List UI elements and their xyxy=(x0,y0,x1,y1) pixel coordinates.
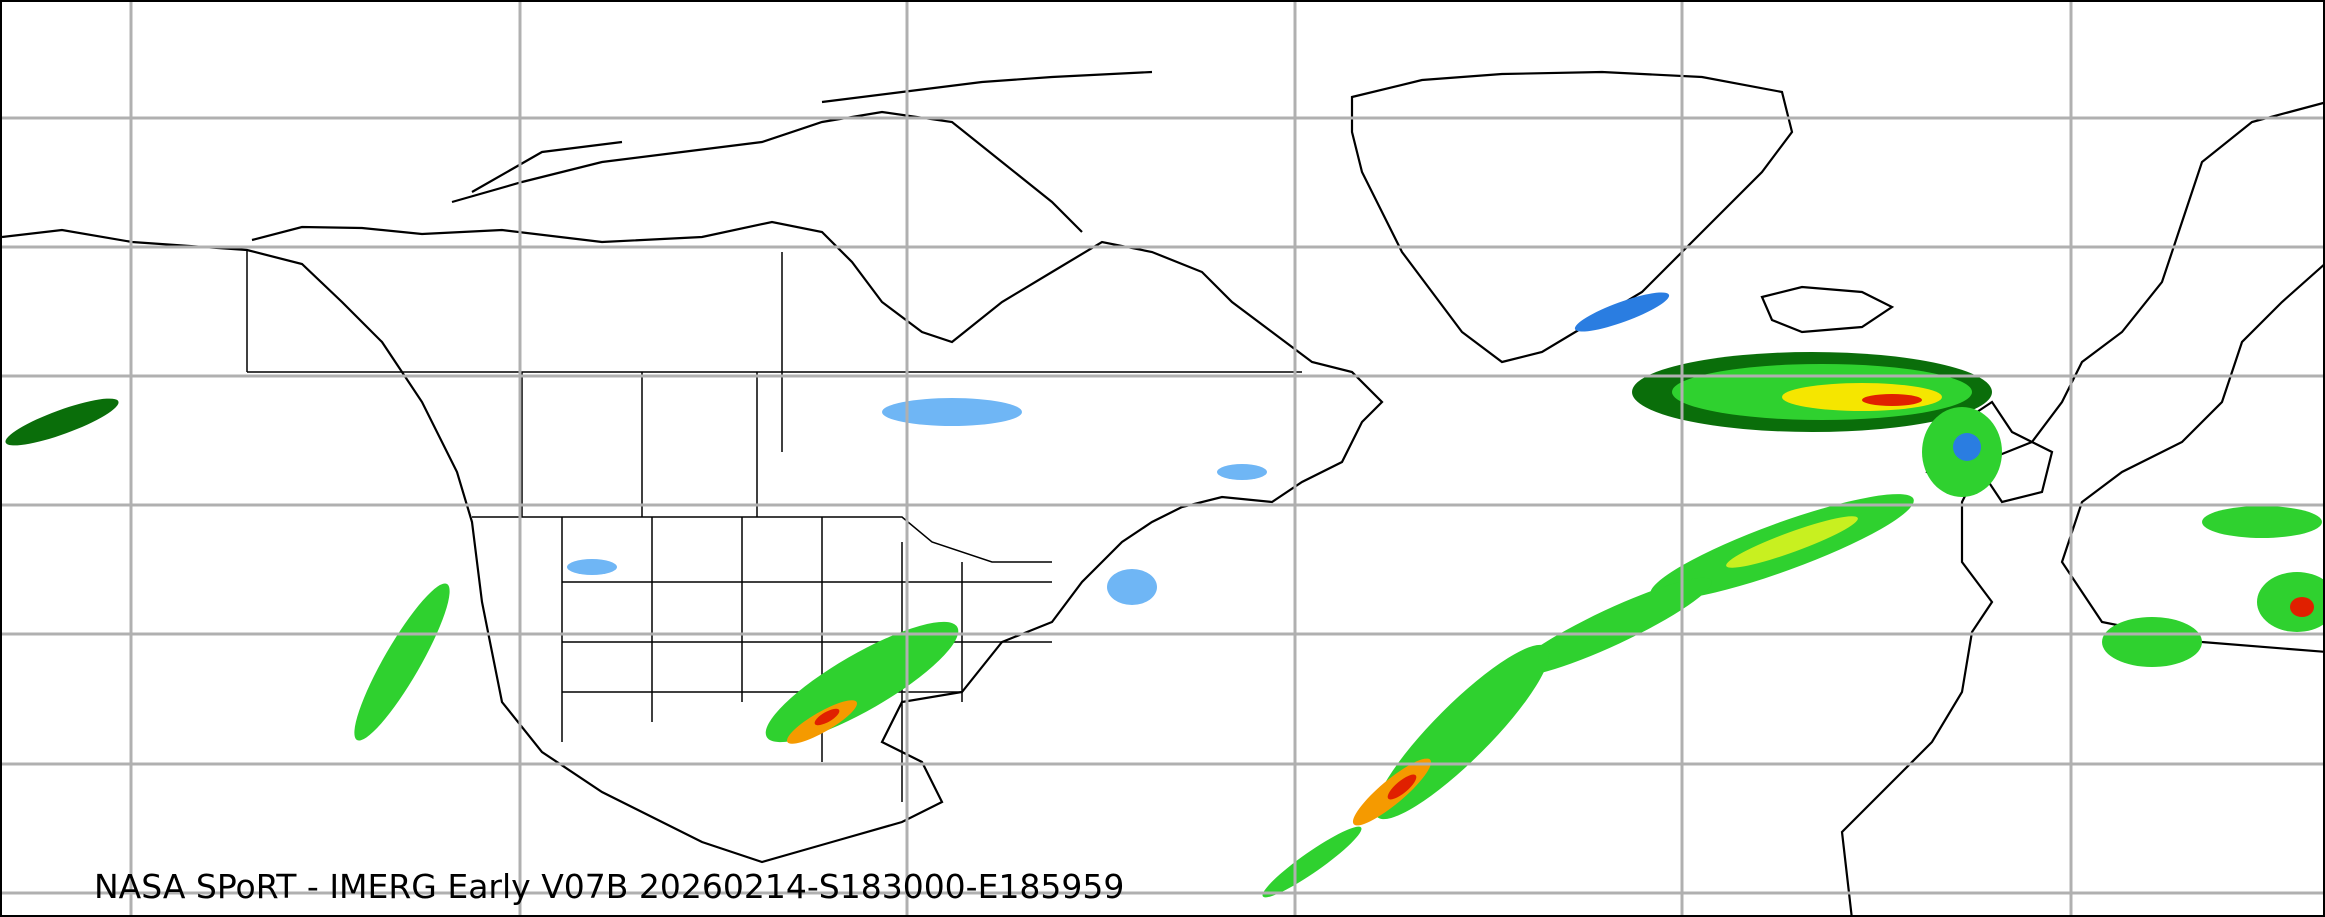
precip-med-red xyxy=(2290,597,2314,617)
precip-us-south xyxy=(765,621,959,743)
precip-front-2 xyxy=(1512,577,1712,677)
precip-med-2 xyxy=(2257,572,2323,632)
snow-hudson xyxy=(882,398,1022,426)
iceland-coastline xyxy=(1760,285,1895,334)
snow-rockies xyxy=(567,559,617,575)
snow-greenland xyxy=(1574,292,1670,332)
snow-quebec xyxy=(1217,464,1267,480)
precip-front-tail xyxy=(1262,826,1362,898)
snow-northeast xyxy=(1107,569,1157,605)
precipitation-overlay xyxy=(5,292,2323,898)
precip-front-1-core xyxy=(1726,516,1858,568)
north-america-coastline xyxy=(2,220,1384,864)
precip-pacific-nw xyxy=(354,583,450,741)
political-borders xyxy=(246,250,1302,802)
arctic-islands xyxy=(451,70,1153,233)
precip-med-1 xyxy=(2102,617,2202,667)
precip-uk-core xyxy=(1953,433,1981,461)
coastlines-and-borders xyxy=(2,70,2323,915)
map-caption: NASA SPoRT - IMERG Early V07B 20260214-S… xyxy=(94,867,1125,906)
precip-atlantic-band-red xyxy=(1862,394,1922,406)
precip-front-3-red xyxy=(1387,774,1417,800)
precip-us-south-red xyxy=(814,708,840,726)
precip-alaska xyxy=(5,398,119,446)
greenland-coastline xyxy=(1350,70,1794,364)
precip-europe xyxy=(2202,506,2322,538)
precip-atlantic-band-yellow xyxy=(1782,383,1942,411)
